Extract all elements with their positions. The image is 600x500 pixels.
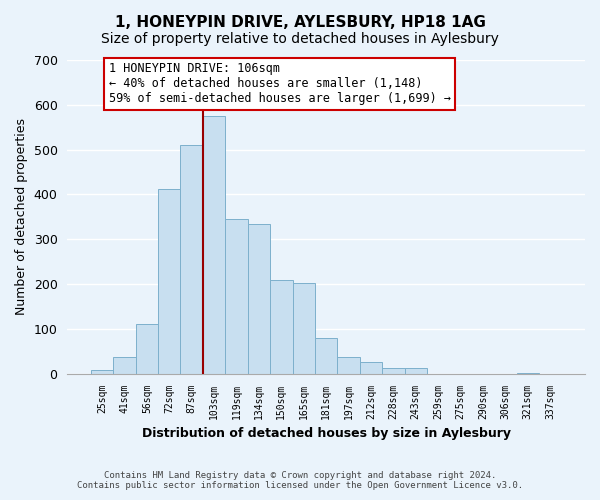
Bar xyxy=(113,356,136,374)
Text: Contains HM Land Registry data © Crown copyright and database right 2024.
Contai: Contains HM Land Registry data © Crown c… xyxy=(77,470,523,490)
Bar xyxy=(270,280,293,374)
Bar xyxy=(158,188,181,374)
Bar xyxy=(360,362,382,374)
Bar xyxy=(203,116,225,374)
Bar xyxy=(382,368,404,374)
Bar xyxy=(136,324,158,374)
Bar xyxy=(225,219,248,374)
Bar xyxy=(293,283,315,374)
Bar xyxy=(181,145,203,374)
Bar xyxy=(315,338,337,374)
Bar xyxy=(91,370,113,374)
Bar xyxy=(517,373,539,374)
Bar xyxy=(404,368,427,374)
Y-axis label: Number of detached properties: Number of detached properties xyxy=(15,118,28,316)
Bar xyxy=(337,357,360,374)
X-axis label: Distribution of detached houses by size in Aylesbury: Distribution of detached houses by size … xyxy=(142,427,511,440)
Bar xyxy=(248,224,270,374)
Text: Size of property relative to detached houses in Aylesbury: Size of property relative to detached ho… xyxy=(101,32,499,46)
Text: 1 HONEYPIN DRIVE: 106sqm
← 40% of detached houses are smaller (1,148)
59% of sem: 1 HONEYPIN DRIVE: 106sqm ← 40% of detach… xyxy=(109,62,451,105)
Text: 1, HONEYPIN DRIVE, AYLESBURY, HP18 1AG: 1, HONEYPIN DRIVE, AYLESBURY, HP18 1AG xyxy=(115,15,485,30)
